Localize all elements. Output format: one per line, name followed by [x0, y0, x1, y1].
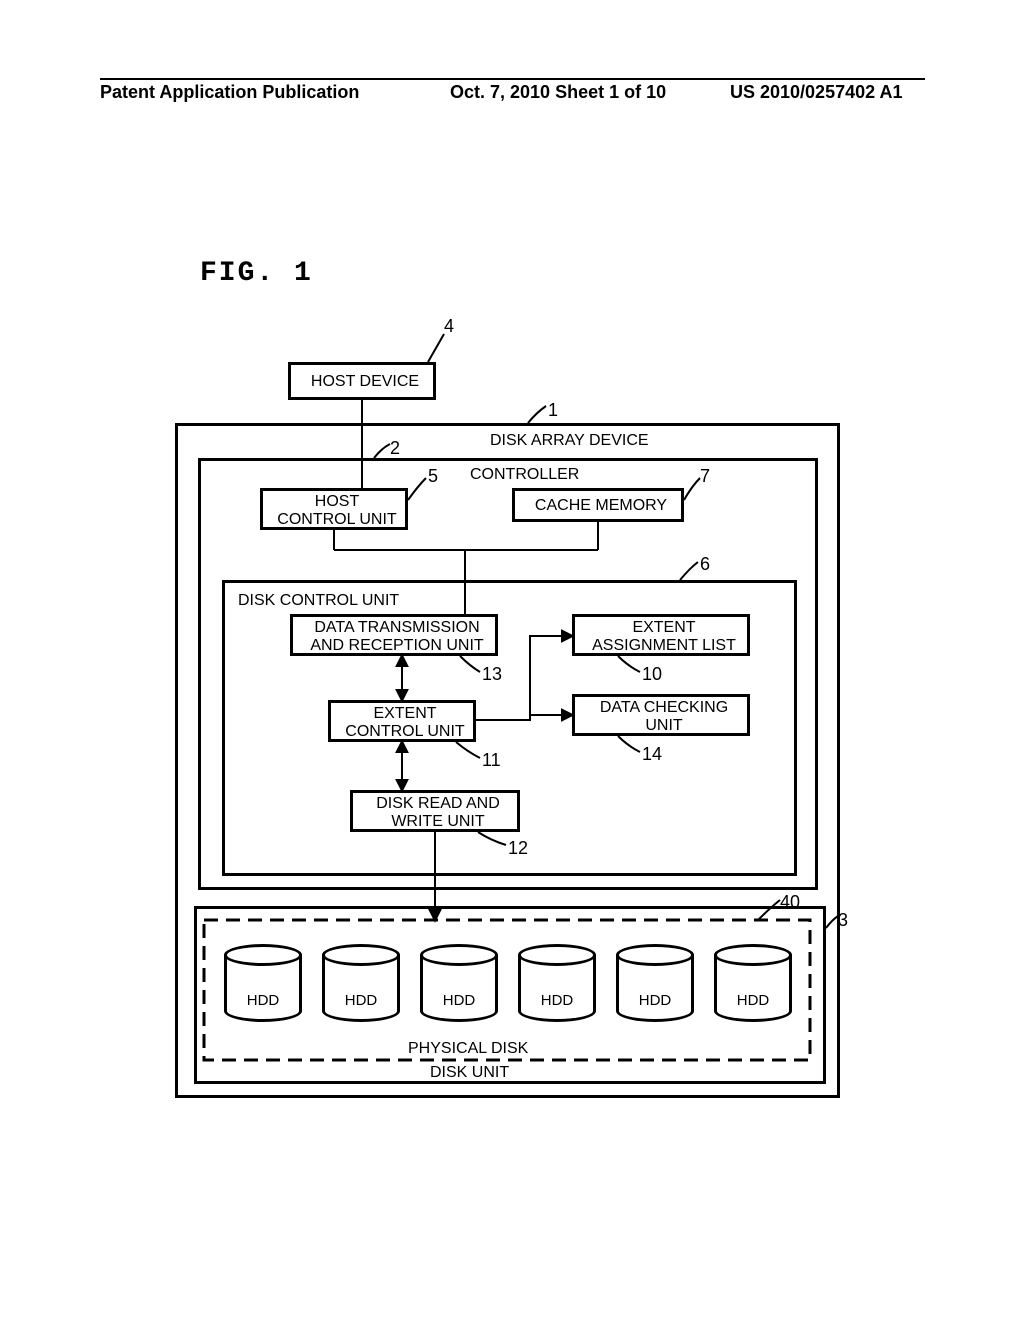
- hdd-label: HDD: [224, 992, 302, 1009]
- hdd-label: HDD: [616, 992, 694, 1009]
- hdd-cylinder: HDD: [616, 944, 694, 1022]
- hdd-cylinder: HDD: [322, 944, 400, 1022]
- controller-label: CONTROLLER: [470, 466, 579, 484]
- disk-control-label: DISK CONTROL UNIT: [238, 592, 399, 610]
- extent-ctrl-ref: 11: [482, 750, 501, 771]
- disk-rw-box: DISK READ AND WRITE UNIT: [350, 790, 520, 832]
- cache-memory-ref: 7: [700, 466, 710, 487]
- host-control-box: HOST CONTROL UNIT: [260, 488, 408, 530]
- data-trans-label: DATA TRANSMISSION AND RECEPTION UNIT: [293, 619, 501, 656]
- data-trans-ref: 13: [482, 664, 502, 685]
- host-device-box: HOST DEVICE: [288, 362, 436, 400]
- disk-control-ref: 6: [700, 554, 710, 575]
- data-check-ref: 14: [642, 744, 662, 765]
- hdd-cylinder: HDD: [420, 944, 498, 1022]
- extent-ctrl-box: EXTENT CONTROL UNIT: [328, 700, 476, 742]
- disk-rw-ref: 12: [508, 838, 528, 859]
- header-right: US 2010/0257402 A1: [730, 82, 902, 103]
- header-rule: [100, 78, 925, 80]
- hdd-cylinder: HDD: [224, 944, 302, 1022]
- hdd-cylinder: HDD: [518, 944, 596, 1022]
- data-trans-box: DATA TRANSMISSION AND RECEPTION UNIT: [290, 614, 498, 656]
- data-check-box: DATA CHECKING UNIT: [572, 694, 750, 736]
- hdd-label: HDD: [518, 992, 596, 1009]
- host-control-label: HOST CONTROL UNIT: [263, 493, 411, 530]
- cache-memory-box: CACHE MEMORY: [512, 488, 684, 522]
- host-device-label: HOST DEVICE: [291, 373, 439, 391]
- hdd-cylinder: HDD: [714, 944, 792, 1022]
- disk-array-label: DISK ARRAY DEVICE: [490, 432, 649, 450]
- header-mid: Oct. 7, 2010 Sheet 1 of 10: [450, 82, 666, 103]
- extent-list-ref: 10: [642, 664, 662, 685]
- hdd-label: HDD: [714, 992, 792, 1009]
- physical-disk-ref: 40: [780, 892, 800, 913]
- data-check-label: DATA CHECKING UNIT: [575, 699, 753, 736]
- page-root: Patent Application Publication Oct. 7, 2…: [0, 0, 1024, 1320]
- hdd-label: HDD: [420, 992, 498, 1009]
- controller-ref: 2: [390, 438, 400, 459]
- disk-unit-ref: 3: [838, 910, 848, 931]
- cache-memory-label: CACHE MEMORY: [515, 497, 687, 515]
- extent-list-label: EXTENT ASSIGNMENT LIST: [575, 619, 753, 656]
- header-left: Patent Application Publication: [100, 82, 359, 103]
- extent-ctrl-label: EXTENT CONTROL UNIT: [331, 705, 479, 742]
- disk-rw-label: DISK READ AND WRITE UNIT: [353, 795, 523, 832]
- figure-title: FIG. 1: [200, 258, 313, 289]
- disk-array-ref: 1: [548, 400, 558, 421]
- disk-unit-label: DISK UNIT: [430, 1064, 509, 1082]
- hdd-label: HDD: [322, 992, 400, 1009]
- extent-list-box: EXTENT ASSIGNMENT LIST: [572, 614, 750, 656]
- host-device-ref: 4: [444, 316, 454, 337]
- host-control-ref: 5: [428, 466, 438, 487]
- physical-disk-label: PHYSICAL DISK: [408, 1040, 528, 1058]
